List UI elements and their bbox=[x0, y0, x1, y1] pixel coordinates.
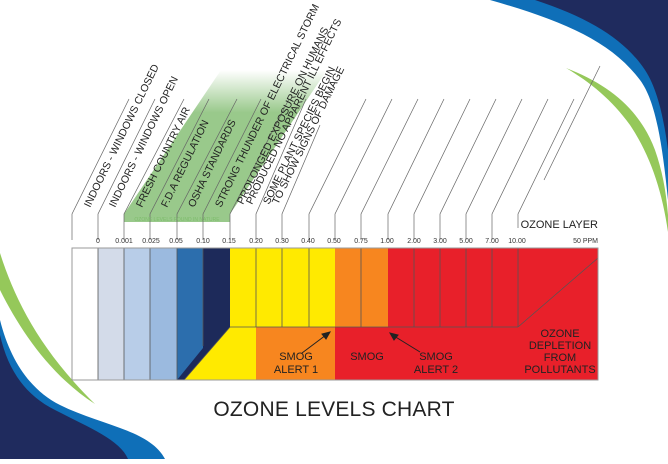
tick-label: 1.00 bbox=[380, 238, 394, 245]
tick-label: 0.05 bbox=[169, 238, 183, 245]
ozone-level-bar bbox=[71, 247, 599, 381]
bottom-left-decoration bbox=[0, 253, 165, 459]
tick-label: 0.30 bbox=[275, 238, 289, 245]
depletion-label-3: FROM bbox=[544, 352, 576, 364]
top-right-decoration bbox=[490, 0, 668, 232]
depletion-label-2: DEPLETION bbox=[529, 340, 591, 352]
tick-label: 3.00 bbox=[433, 238, 447, 245]
level-cell-0025 bbox=[150, 248, 177, 380]
tick-label: 2.00 bbox=[407, 238, 421, 245]
tick-label: 7.00 bbox=[485, 238, 499, 245]
tick-label: 0.40 bbox=[301, 238, 315, 245]
tick-label: 0.10 bbox=[196, 238, 210, 245]
tick-label: 0.50 bbox=[327, 238, 341, 245]
tick-label: 0.20 bbox=[249, 238, 263, 245]
tick-label: 10.00 bbox=[508, 238, 526, 245]
chart-title: OZONE LEVELS CHART bbox=[213, 398, 455, 421]
tick-label: 0.025 bbox=[142, 238, 160, 245]
ozone-layer-label: OZONE LAYER bbox=[521, 219, 598, 231]
smog-alert-arrows bbox=[301, 331, 421, 354]
lower-yellow-wedge bbox=[184, 327, 256, 380]
smog-alert1-label-2: ALERT 1 bbox=[274, 364, 318, 376]
smog-alert2-label-1: SMOG bbox=[419, 351, 453, 363]
tick-label: 0.75 bbox=[354, 238, 368, 245]
nature-highlight-band bbox=[124, 70, 327, 222]
smog-label: SMOG bbox=[350, 351, 384, 363]
depletion-label-1: OZONE bbox=[540, 328, 579, 340]
nature-band-label: OZONE LEVELS FOUND IN NATURE bbox=[134, 217, 220, 223]
depletion-label-4: POLLUTANTS bbox=[524, 364, 595, 376]
lower-blue-wedge bbox=[177, 327, 230, 380]
column-dividers bbox=[97, 248, 599, 381]
diagonal-guide-lines bbox=[71, 65, 601, 240]
level-cell-0001 bbox=[124, 248, 150, 380]
smog-zone bbox=[335, 327, 598, 380]
smog-alert1-label-1: SMOG bbox=[279, 351, 313, 363]
tick-label: 5.00 bbox=[459, 238, 473, 245]
tick-label: 0.15 bbox=[222, 238, 236, 245]
zone-labels: SMOG ALERT 1 SMOG SMOG ALERT 2 OZONE DEP… bbox=[274, 328, 596, 376]
ppm-tick-labels: 0 0.001 0.025 0.05 0.10 0.15 0.20 0.30 0… bbox=[96, 238, 598, 245]
level-cell-0 bbox=[98, 248, 124, 380]
smog-alert2-label-2: ALERT 2 bbox=[414, 364, 458, 376]
tick-label: 0.001 bbox=[115, 238, 133, 245]
tick-label: 50 PPM bbox=[573, 238, 598, 245]
smog-alert1-zone bbox=[256, 327, 335, 380]
tick-label: 0 bbox=[96, 238, 100, 245]
